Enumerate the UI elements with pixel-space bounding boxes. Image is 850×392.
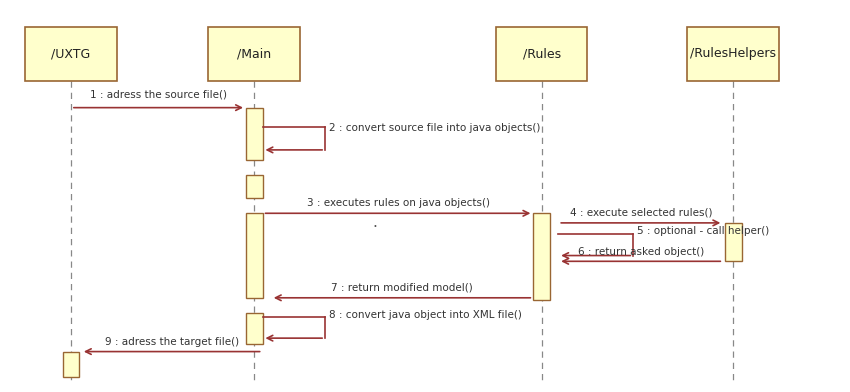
Bar bbox=[688, 27, 779, 81]
Bar bbox=[208, 27, 300, 81]
Text: 5 : optional - call helper(): 5 : optional - call helper() bbox=[638, 226, 769, 236]
Text: 4 : execute selected rules(): 4 : execute selected rules() bbox=[570, 208, 713, 218]
Text: /RulesHelpers: /RulesHelpers bbox=[690, 47, 776, 60]
Text: /Rules: /Rules bbox=[523, 47, 561, 60]
Bar bbox=[496, 27, 587, 81]
Bar bbox=[26, 27, 116, 81]
Text: /Main: /Main bbox=[237, 47, 271, 60]
Text: 6 : return asked object(): 6 : return asked object() bbox=[579, 247, 705, 258]
Bar bbox=[533, 213, 550, 300]
Bar bbox=[246, 108, 263, 160]
Bar bbox=[246, 213, 263, 298]
Bar bbox=[725, 223, 741, 261]
Bar bbox=[246, 313, 263, 344]
Text: /UXTG: /UXTG bbox=[51, 47, 91, 60]
Text: 9 : adress the target file(): 9 : adress the target file() bbox=[105, 337, 239, 347]
Text: 1 : adress the source file(): 1 : adress the source file() bbox=[90, 90, 227, 100]
Text: 8 : convert java object into XML file(): 8 : convert java object into XML file() bbox=[329, 310, 522, 320]
Text: 2 : convert source file into java objects(): 2 : convert source file into java object… bbox=[329, 123, 541, 132]
Text: 3 : executes rules on java objects(): 3 : executes rules on java objects() bbox=[307, 198, 490, 208]
Text: .: . bbox=[372, 215, 377, 230]
Bar bbox=[246, 175, 263, 198]
Text: 7 : return modified model(): 7 : return modified model() bbox=[331, 283, 473, 293]
Bar bbox=[63, 352, 79, 377]
